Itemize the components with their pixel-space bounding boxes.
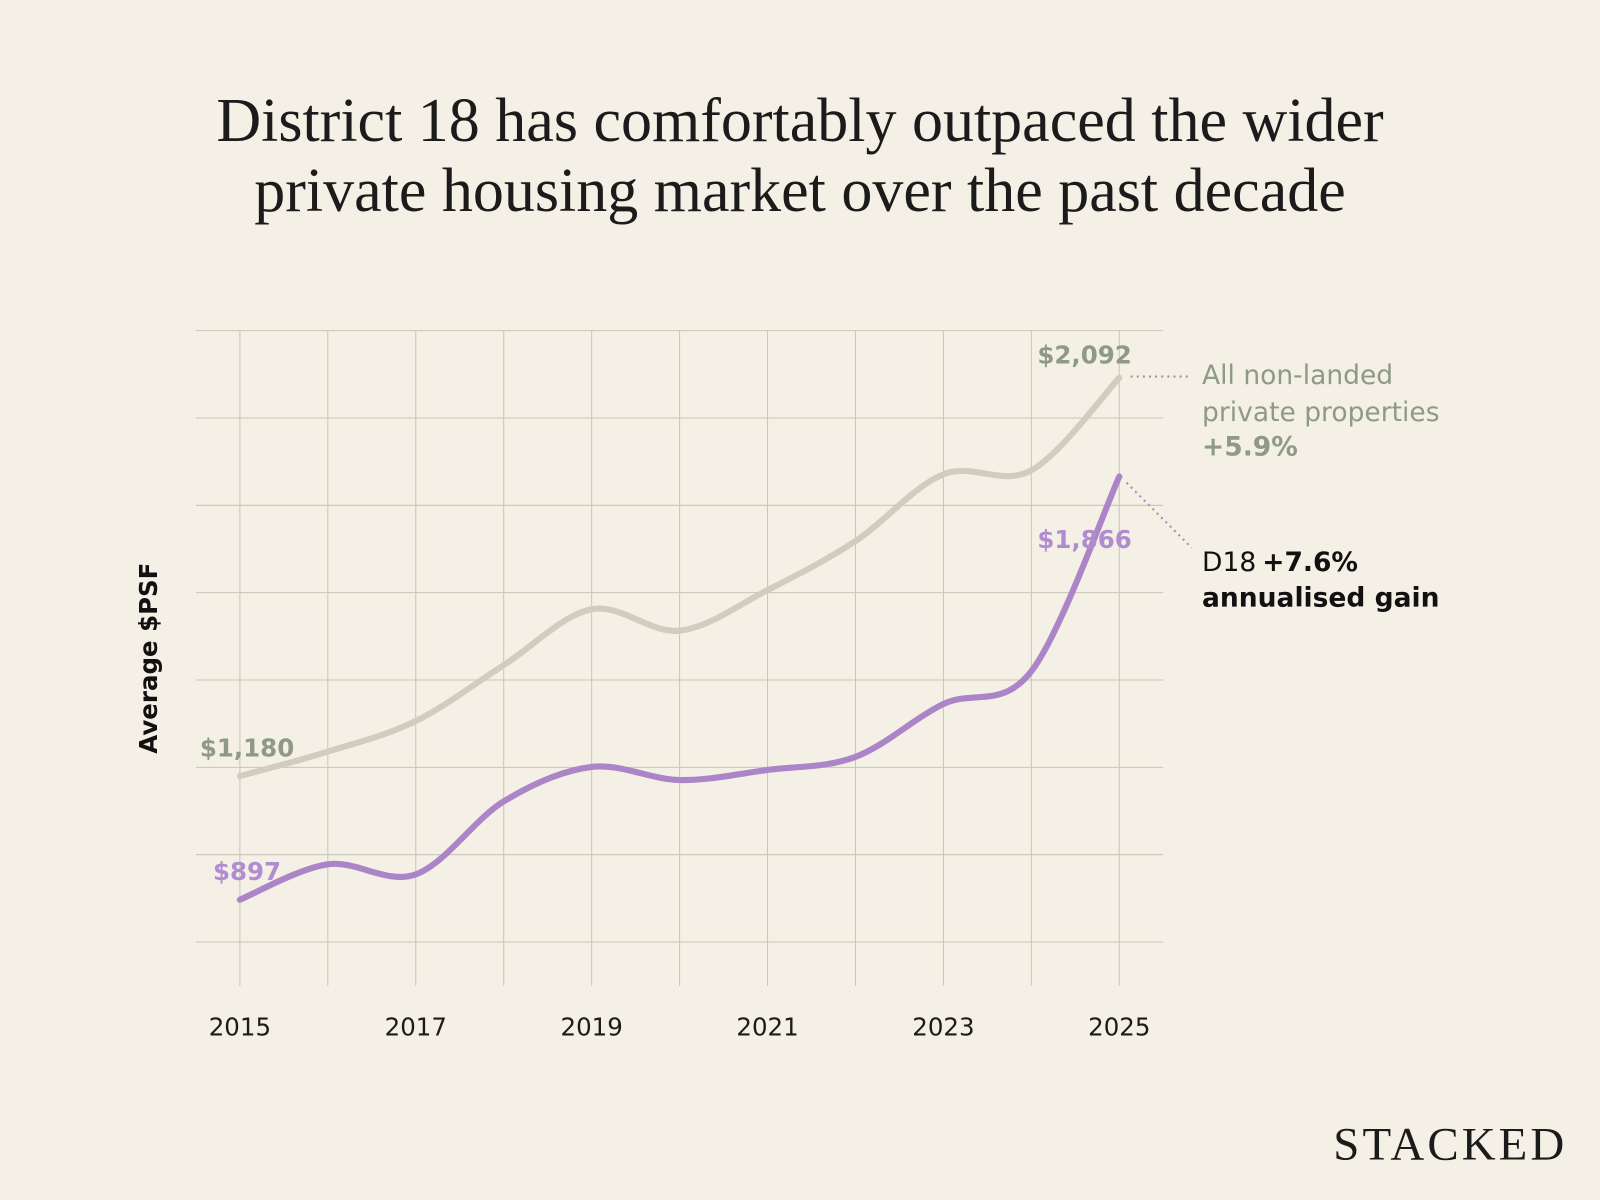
series-line xyxy=(236,473,1123,903)
annotation: All non-landed xyxy=(1202,360,1393,391)
connector xyxy=(1125,481,1193,549)
x-tick-label: 2021 xyxy=(736,1013,798,1042)
value-label: $897 xyxy=(213,857,281,886)
annotation: +5.9% xyxy=(1202,431,1298,462)
series-line xyxy=(236,374,1123,780)
x-tick-label: 2017 xyxy=(385,1013,447,1042)
annotation: private properties xyxy=(1202,397,1440,428)
chart-title: District 18 has comfortably outpaced the… xyxy=(216,87,1384,225)
x-tick-label: 2019 xyxy=(561,1013,623,1042)
y-axis-label: Average $PSF xyxy=(134,563,163,754)
x-tick-label: 2025 xyxy=(1088,1013,1150,1042)
annotation: +7.6% xyxy=(1262,547,1358,578)
annotation: annualised gain xyxy=(1202,582,1439,613)
value-label: $1,180 xyxy=(200,734,294,763)
x-tick-label: 2023 xyxy=(912,1013,974,1042)
brand: STACKED xyxy=(1333,1119,1567,1171)
grid xyxy=(195,330,1164,986)
value-label: $1,866 xyxy=(1037,525,1131,554)
x-tick-label: 2015 xyxy=(209,1013,271,1042)
value-label: $2,092 xyxy=(1037,340,1131,369)
annotation: D18 xyxy=(1202,547,1256,578)
